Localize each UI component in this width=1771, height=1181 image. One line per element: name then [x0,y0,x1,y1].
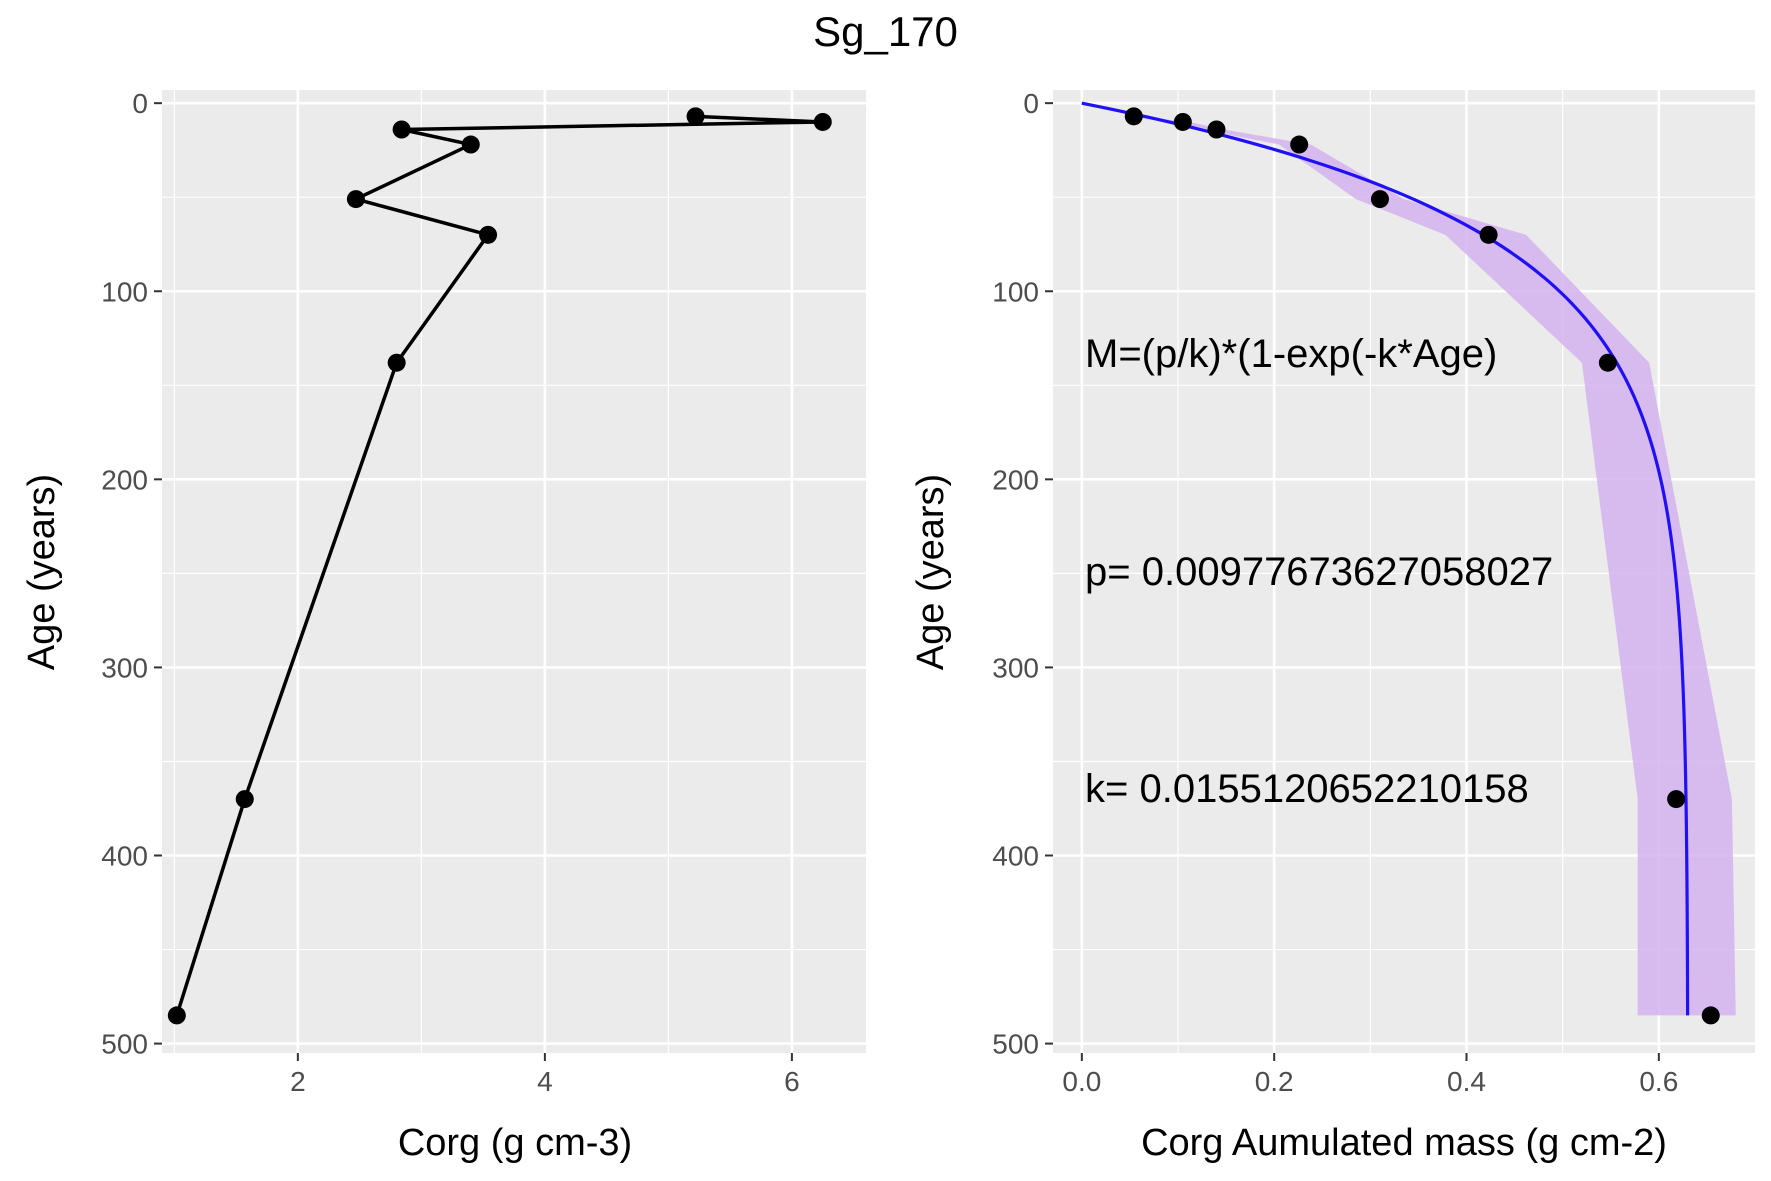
data-point [1479,225,1498,244]
chart-left: 2 4 6 0 100 200 300 400 500 Corg (g cm-3… [21,88,866,1164]
y-tick-label: 200 [992,464,1039,495]
chart-right: 0.0 0.2 0.4 0.6 0 100 200 300 400 500 M=… [910,88,1755,1164]
right-y-ticks: 0 100 200 300 400 500 [992,88,1039,1059]
data-point [1701,1006,1720,1025]
y-tick-label: 0 [1023,88,1039,119]
data-point [1207,120,1226,139]
x-tick-label: 2 [290,1066,306,1097]
confidence-ribbon [1125,116,1736,1016]
data-point [1370,190,1389,209]
data-point [392,120,411,139]
y-tick-label: 300 [992,652,1039,683]
data-point [686,107,705,126]
y-tick-label: 400 [992,841,1039,872]
y-tick-label: 100 [992,276,1039,307]
y-tick-label: 400 [101,841,148,872]
y-tick-label: 100 [101,276,148,307]
x-tick-label: 0.6 [1639,1066,1678,1097]
fit-k-label: k= 0.0155120652210158 [1085,767,1529,811]
data-point [235,790,254,809]
left-y-axis-title: Age (years) [21,474,63,670]
fit-p-label: p= 0.00977673627058027 [1085,550,1553,594]
confidence-ribbon-area [1125,116,1736,1016]
left-grid [162,90,866,1053]
left-panel-background [162,90,866,1053]
right-x-axis-title: Corg Aumulated mass (g cm-2) [1141,1122,1667,1164]
data-point [461,135,480,154]
right-marks [1124,107,1720,1025]
x-tick-label: 0.0 [1062,1066,1101,1097]
x-tick-label: 0.2 [1255,1066,1294,1097]
right-y-axis-title: Age (years) [910,474,952,670]
left-x-ticks: 2 4 6 [290,1066,800,1097]
data-point [1667,790,1686,809]
fit-curve-group [1081,101,1690,1016]
left-panel-background-group [162,90,866,1053]
left-x-axis-title: Corg (g cm-3) [398,1122,632,1164]
data-point [1598,353,1617,372]
y-tick-label: 200 [101,464,148,495]
data-point [1124,107,1143,126]
data-point [813,112,832,131]
y-tick-label: 500 [101,1029,148,1060]
data-point [346,190,365,209]
x-tick-label: 4 [537,1066,553,1097]
data-point [1290,135,1309,154]
data-point [1173,112,1192,131]
data-point [479,225,498,244]
y-tick-label: 0 [132,88,148,119]
left-y-ticks: 0 100 200 300 400 500 [101,88,148,1059]
figure-title: Sg_170 [813,8,958,55]
x-tick-label: 6 [784,1066,800,1097]
x-tick-label: 0.4 [1447,1066,1486,1097]
y-tick-label: 300 [101,652,148,683]
data-point [387,353,406,372]
data-point [167,1006,186,1025]
right-x-ticks: 0.0 0.2 0.4 0.6 [1062,1066,1678,1097]
fit-formula-label: M=(p/k)*(1-exp(-k*Age) [1085,332,1497,376]
fit-curve [1081,101,1690,1016]
left-marks [167,107,832,1025]
y-tick-label: 500 [992,1029,1039,1060]
